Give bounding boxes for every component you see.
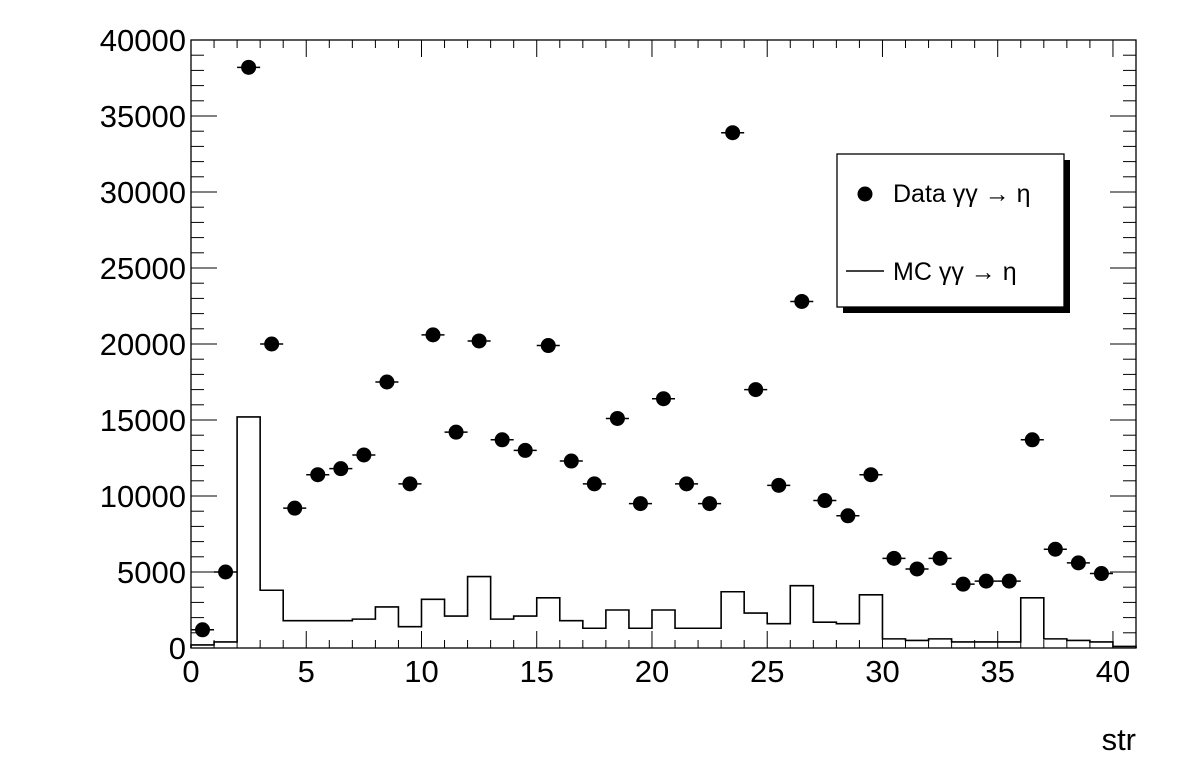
data-point (287, 500, 303, 516)
data-point (1070, 555, 1086, 571)
data-point (932, 550, 948, 566)
data-point (840, 508, 856, 524)
y-tick-label: 25000 (100, 251, 186, 286)
x-tick-label: 0 (182, 654, 199, 689)
data-point (494, 432, 510, 448)
data-point (817, 493, 833, 509)
x-tick-label: 35 (980, 654, 1014, 689)
data-point (379, 374, 395, 390)
data-points (191, 59, 1113, 638)
data-point (1047, 541, 1063, 557)
data-point (771, 477, 787, 493)
tick-labels: 0 5 10 15 20 25 30 35 40 0 5000 10000 15000 20000 2500… (100, 23, 1130, 689)
y-tick-label: 40000 (100, 23, 186, 58)
legend-data-marker (857, 186, 873, 202)
data-point (540, 338, 556, 354)
data-point (333, 461, 349, 477)
data-point (794, 293, 810, 309)
data-point (679, 476, 695, 492)
data-point (748, 382, 764, 398)
y-tick-label: 0 (169, 631, 186, 666)
data-point (886, 550, 902, 566)
data-point (241, 59, 257, 75)
data-point (517, 442, 533, 458)
mc-histogram (190, 416, 1137, 648)
x-tick-label: 20 (635, 654, 669, 689)
data-point (264, 336, 280, 352)
data-point (909, 561, 925, 577)
data-point (609, 410, 625, 426)
data-point (1001, 573, 1017, 589)
legend-data-label: Data γγ → η (893, 180, 1031, 208)
x-tick-label: 15 (519, 654, 553, 689)
legend-box (836, 153, 1065, 308)
data-point (1093, 566, 1109, 582)
plot-frame (190, 39, 1137, 649)
data-point (1024, 432, 1040, 448)
x-tick-label: 10 (404, 654, 438, 689)
y-tick-label: 10000 (100, 479, 186, 514)
legend-mc-label: MC γγ → η (893, 258, 1017, 286)
data-point (471, 333, 487, 349)
data-point (563, 453, 579, 469)
y-tick-label: 20000 (100, 327, 186, 362)
data-point (402, 476, 418, 492)
data-point (448, 424, 464, 440)
data-point (356, 447, 372, 463)
x-tick-label: 30 (865, 654, 899, 689)
data-point (310, 467, 326, 483)
data-point (586, 476, 602, 492)
data-point (425, 327, 441, 343)
data-point (863, 467, 879, 483)
y-tick-label: 5000 (117, 555, 186, 590)
x-axis-title: str (1102, 722, 1136, 757)
legend: Data γγ → η MC γγ → η (836, 153, 1070, 313)
mc-histogram-path (190, 416, 1137, 648)
y-tick-label: 30000 (100, 175, 186, 210)
x-tick-label: 40 (1096, 654, 1130, 689)
data-point (955, 576, 971, 592)
data-point (632, 496, 648, 512)
y-tick-label: 35000 (100, 99, 186, 134)
data-point (702, 496, 718, 512)
x-tick-label: 25 (750, 654, 784, 689)
data-point (656, 391, 671, 407)
axis-ticks (190, 39, 1137, 649)
data-point (195, 622, 211, 638)
y-tick-label: 15000 (100, 403, 186, 438)
data-point (978, 573, 994, 589)
x-tick-label: 5 (298, 654, 315, 689)
data-point (725, 125, 741, 141)
data-point (218, 564, 234, 580)
